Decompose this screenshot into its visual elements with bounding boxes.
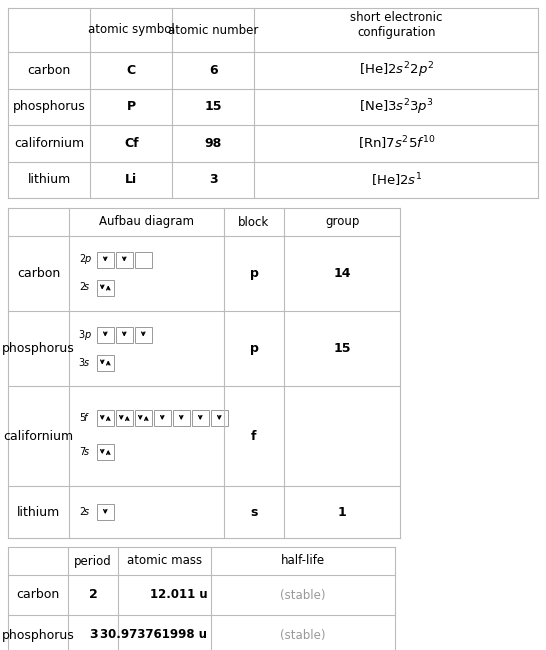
Text: $[\mathrm{He}]2s^{2}2p^{2}$: $[\mathrm{He}]2s^{2}2p^{2}$: [359, 60, 434, 80]
Text: period: period: [74, 554, 112, 567]
Text: 3: 3: [89, 629, 97, 642]
Text: 2: 2: [79, 283, 85, 292]
Text: s: s: [84, 358, 89, 367]
Text: carbon: carbon: [16, 588, 60, 601]
Text: atomic mass: atomic mass: [127, 554, 203, 567]
Text: 98: 98: [205, 136, 222, 150]
Text: $[\mathrm{He}]2s^{1}$: $[\mathrm{He}]2s^{1}$: [371, 171, 422, 188]
Text: 30.973761998 u: 30.973761998 u: [100, 629, 207, 642]
Bar: [97, 252, 114, 268]
Bar: [135, 410, 152, 426]
Text: Li: Li: [125, 174, 137, 187]
Text: Aufbau diagram: Aufbau diagram: [99, 216, 194, 229]
Text: half-life: half-life: [281, 554, 325, 567]
Text: (stable): (stable): [280, 588, 326, 601]
Text: 5: 5: [79, 413, 85, 423]
Text: f: f: [251, 430, 257, 443]
Text: phosphorus: phosphorus: [2, 342, 75, 355]
Bar: [116, 252, 133, 268]
Bar: [116, 326, 133, 343]
Text: $[\mathrm{Ne}]3s^{2}3p^{3}$: $[\mathrm{Ne}]3s^{2}3p^{3}$: [359, 97, 434, 116]
Text: lithium: lithium: [27, 174, 70, 187]
Text: carbon: carbon: [27, 64, 70, 77]
Text: carbon: carbon: [17, 267, 60, 280]
Bar: [116, 410, 133, 426]
Text: p: p: [84, 330, 90, 339]
Text: californium: californium: [3, 430, 74, 443]
Bar: [173, 410, 190, 426]
Text: Cf: Cf: [124, 136, 139, 150]
Text: p: p: [84, 255, 90, 265]
Bar: [135, 326, 152, 343]
Text: P: P: [127, 100, 136, 113]
Bar: [97, 444, 114, 460]
Text: s: s: [84, 447, 89, 457]
Text: f: f: [84, 413, 87, 423]
Text: $[\mathrm{Rn}]7s^{2}5f^{10}$: $[\mathrm{Rn}]7s^{2}5f^{10}$: [358, 135, 435, 152]
Text: 7: 7: [79, 447, 85, 457]
Text: s: s: [250, 506, 258, 519]
Bar: [97, 504, 114, 520]
Text: 14: 14: [334, 267, 351, 280]
Text: (stable): (stable): [280, 629, 326, 642]
Bar: [97, 354, 114, 370]
Text: 3: 3: [79, 358, 85, 367]
Text: 15: 15: [334, 342, 351, 355]
Text: 3: 3: [209, 174, 218, 187]
Text: p: p: [250, 267, 258, 280]
Text: lithium: lithium: [17, 506, 60, 519]
Bar: [211, 410, 228, 426]
Text: C: C: [127, 64, 136, 77]
Text: 6: 6: [209, 64, 218, 77]
Text: californium: californium: [14, 136, 84, 150]
Text: s: s: [84, 507, 89, 517]
Bar: [97, 410, 114, 426]
Text: 2: 2: [79, 507, 85, 517]
Text: 1: 1: [338, 506, 347, 519]
Text: group: group: [325, 216, 359, 229]
Text: 15: 15: [205, 100, 222, 113]
Text: short electronic
configuration: short electronic configuration: [350, 11, 442, 39]
Text: 2: 2: [89, 588, 98, 601]
Text: atomic number: atomic number: [168, 23, 259, 36]
Bar: [97, 280, 114, 296]
Text: 3: 3: [79, 330, 85, 339]
Text: phosphorus: phosphorus: [13, 100, 86, 113]
Text: s: s: [84, 283, 89, 292]
Bar: [192, 410, 209, 426]
Bar: [97, 326, 114, 343]
Bar: [154, 410, 171, 426]
Text: phosphorus: phosphorus: [2, 629, 74, 642]
Bar: [135, 252, 152, 268]
Text: p: p: [250, 342, 258, 355]
Text: 2: 2: [79, 255, 85, 265]
Text: 12.011 u: 12.011 u: [150, 588, 207, 601]
Text: atomic symbol: atomic symbol: [88, 23, 175, 36]
Text: block: block: [239, 216, 270, 229]
